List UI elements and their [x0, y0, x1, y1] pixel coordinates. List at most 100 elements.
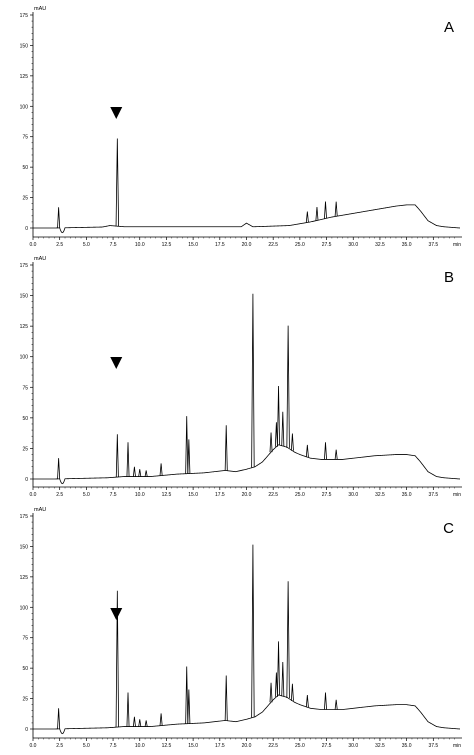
x-axis-label: min [453, 743, 461, 749]
x-tick-label: 37.5 [428, 743, 438, 749]
x-tick-label: 2.5 [56, 242, 63, 248]
peak [138, 469, 142, 477]
x-tick-label: 17.5 [215, 492, 225, 498]
peak [57, 207, 61, 228]
x-tick-label: 12.5 [162, 743, 172, 749]
x-tick-label: 37.5 [428, 492, 438, 498]
chart-panel-a: 0 25 50 75 100 125 150 175 mAU 0.0 2.5 5.0 7.5 10.0 12… [20, 6, 462, 248]
peak [187, 439, 191, 474]
x-tick-label: 2.5 [56, 743, 63, 749]
y-tick-label: 25 [22, 196, 28, 202]
x-tick-label: 22.5 [268, 242, 278, 248]
peak [324, 201, 327, 219]
x-tick-label: 20.0 [242, 492, 252, 498]
x-tick-label: 10.0 [135, 743, 145, 749]
chart-panel-b: 0 25 50 75 100 125 150 175 mAU 0.0 2.5 5.0 7.5 10.0 12… [20, 256, 462, 498]
y-tick-label: 125 [20, 575, 29, 581]
x-tick-label: 37.5 [428, 242, 438, 248]
peak [144, 720, 148, 727]
y-tick-label: 175 [20, 13, 29, 19]
x-tick-label: 7.5 [110, 492, 117, 498]
x-tick-label: 22.5 [268, 743, 278, 749]
y-tick-label: 100 [20, 355, 29, 361]
x-tick-label: 20.0 [242, 743, 252, 749]
peak [290, 683, 294, 701]
peak [269, 432, 273, 453]
x-tick-label: 30.0 [348, 743, 358, 749]
baseline-trace [33, 694, 461, 735]
peak [159, 713, 163, 726]
peak [305, 444, 309, 458]
y-tick-label: 75 [22, 636, 28, 642]
peak [115, 590, 120, 728]
x-tick-label: 5.0 [83, 492, 90, 498]
x-tick-label: 0.0 [30, 242, 37, 248]
peak [286, 325, 290, 448]
peak [57, 458, 61, 479]
x-tick-label: 32.5 [375, 743, 385, 749]
x-tick-label: 10.0 [135, 242, 145, 248]
x-tick-label: 7.5 [110, 743, 117, 749]
peak [334, 699, 338, 710]
peak [224, 425, 228, 471]
x-tick-label: 25.0 [295, 492, 305, 498]
x-axis-label: min [453, 492, 461, 498]
x-tick-label: 15.0 [188, 242, 198, 248]
peak [274, 422, 278, 447]
peak-marker-triangle [110, 608, 123, 620]
y-tick-label: 0 [25, 477, 28, 483]
peak [115, 138, 120, 227]
peak-marker-triangle [110, 357, 123, 369]
peak [286, 581, 290, 699]
x-tick-label: 27.5 [322, 242, 332, 248]
chart-panel-c: 0 25 50 75 100 125 150 175 mAU 0.0 2.5 5.0 7.5 10.0 12… [20, 507, 462, 749]
x-tick-label: 35.0 [402, 242, 412, 248]
x-tick-label: 0.0 [30, 743, 37, 749]
y-tick-label: 150 [20, 43, 29, 49]
y-tick-label: 150 [20, 294, 29, 300]
x-axis-label: min [453, 242, 461, 248]
peak [126, 442, 130, 477]
peak [251, 293, 255, 468]
peak [126, 692, 130, 727]
peak [274, 672, 278, 697]
peak [281, 411, 285, 446]
y-axis-label: mAU [34, 256, 46, 262]
x-tick-label: 20.0 [242, 242, 252, 248]
peak [334, 201, 338, 217]
peak [324, 692, 327, 710]
panel-letter: A [444, 19, 454, 36]
peak [334, 449, 338, 460]
peak [324, 442, 327, 460]
peak [185, 666, 189, 724]
y-tick-label: 175 [20, 514, 29, 520]
y-tick-label: 125 [20, 74, 29, 80]
y-tick-label: 0 [25, 226, 28, 232]
panel-letter: B [444, 269, 454, 286]
y-tick-label: 150 [20, 544, 29, 550]
y-tick-label: 100 [20, 605, 29, 611]
x-tick-label: 12.5 [162, 492, 172, 498]
peak [315, 207, 319, 221]
peak-marker-triangle [110, 107, 123, 119]
peak [305, 695, 309, 708]
x-tick-label: 7.5 [110, 242, 117, 248]
x-tick-label: 25.0 [295, 743, 305, 749]
peak [269, 682, 273, 703]
x-tick-label: 25.0 [295, 242, 305, 248]
x-tick-label: 12.5 [162, 242, 172, 248]
peak [144, 470, 148, 477]
x-tick-label: 10.0 [135, 492, 145, 498]
x-tick-label: 2.5 [56, 492, 63, 498]
peak [57, 708, 61, 729]
y-tick-label: 25 [22, 697, 28, 703]
x-tick-label: 17.5 [215, 743, 225, 749]
peak [305, 211, 309, 223]
peak [185, 416, 189, 474]
x-tick-label: 15.0 [188, 492, 198, 498]
x-tick-label: 17.5 [215, 242, 225, 248]
x-tick-label: 0.0 [30, 492, 37, 498]
y-tick-label: 175 [20, 263, 29, 269]
y-axis-label: mAU [34, 507, 46, 513]
